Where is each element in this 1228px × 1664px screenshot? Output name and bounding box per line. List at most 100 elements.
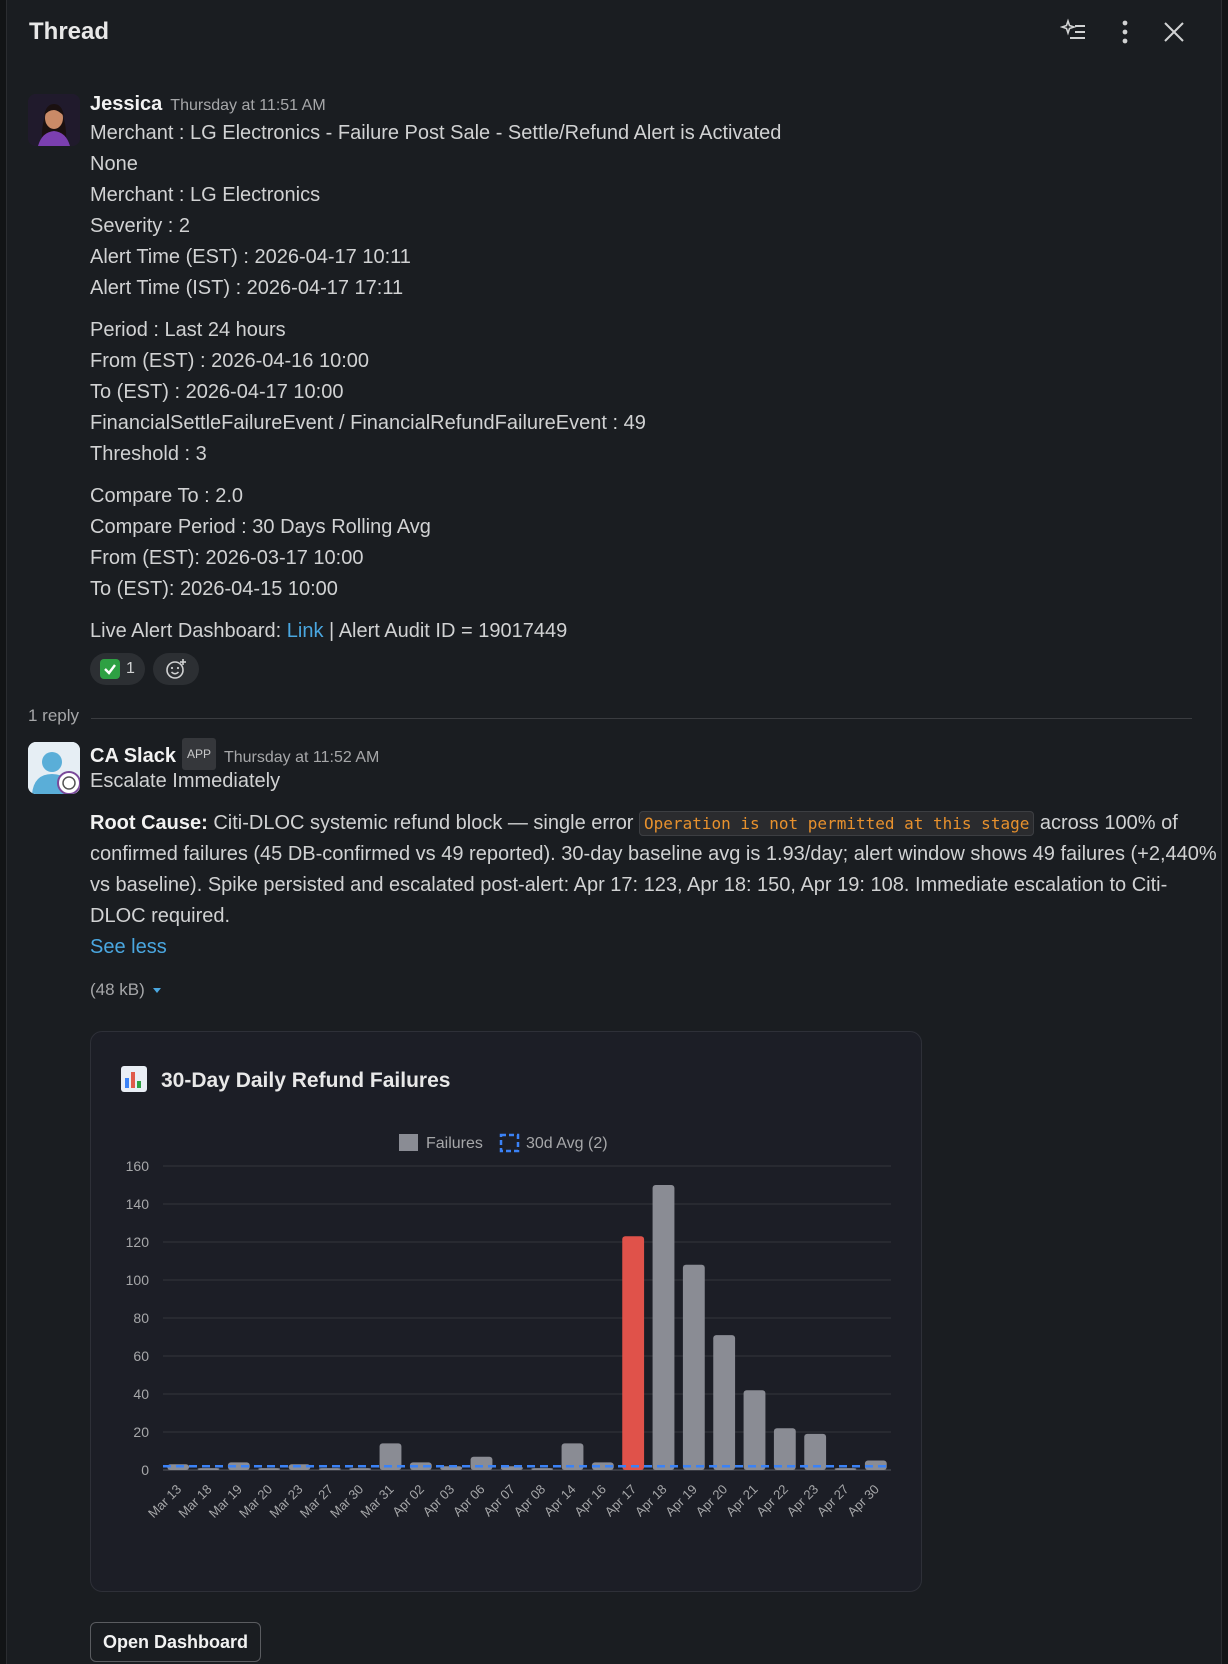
- add-reaction-button[interactable]: [152, 653, 199, 685]
- x-tick-label: Apr 07: [480, 1482, 518, 1520]
- y-tick-label: 40: [133, 1386, 149, 1402]
- x-tick-label: Apr 22: [753, 1482, 791, 1520]
- bar: [773, 1428, 796, 1470]
- bar-chart-icon: [121, 1066, 147, 1092]
- bar: [470, 1456, 493, 1470]
- close-icon: [1164, 22, 1184, 42]
- avatar-ca-slack[interactable]: [28, 742, 80, 794]
- alert-line: Merchant : LG Electronics - Failure Post…: [90, 122, 782, 144]
- x-tick-label: Mar 18: [175, 1482, 214, 1521]
- alert-line: None: [90, 153, 138, 175]
- legend-label-avg: 30d Avg (2): [526, 1135, 608, 1152]
- more-actions-button[interactable]: [1107, 14, 1143, 50]
- dashboard-prefix: Live Alert Dashboard:: [90, 620, 287, 642]
- x-tick-label: Apr 06: [450, 1482, 488, 1520]
- x-tick-label: Apr 19: [662, 1482, 700, 1520]
- y-tick-label: 140: [126, 1196, 150, 1212]
- chart-legend: Failures 30d Avg (2): [399, 1133, 608, 1153]
- reaction-count: 1: [126, 660, 135, 677]
- x-tick-label: Apr 02: [389, 1482, 427, 1520]
- root-cause-text: across 100% of confirmed failures (45 DB…: [90, 812, 1217, 927]
- x-tick-label: Mar 20: [236, 1482, 275, 1521]
- bar: [379, 1443, 402, 1470]
- x-tick-label: Mar 31: [357, 1482, 396, 1521]
- x-tick-label: Apr 20: [693, 1482, 731, 1520]
- author-name[interactable]: CA Slack: [90, 745, 176, 767]
- compare-line: Compare To : 2.0: [90, 485, 244, 507]
- x-tick-label: Apr 27: [814, 1482, 852, 1520]
- y-tick-label: 0: [141, 1462, 149, 1478]
- root-cause-label: Root Cause:: [90, 812, 208, 834]
- root-cause-paragraph: Root Cause: Citi-DLOC systemic refund bl…: [90, 808, 1220, 932]
- error-code-snippet: Operation is not permitted at this stage: [639, 811, 1035, 836]
- dashboard-line: Live Alert Dashboard: Link | Alert Audit…: [90, 616, 1188, 647]
- bar: [531, 1468, 554, 1470]
- reaction-check[interactable]: 1: [90, 653, 145, 685]
- bar: [318, 1468, 341, 1470]
- bar: [349, 1468, 372, 1470]
- x-tick-label: Apr 23: [784, 1482, 822, 1520]
- x-tick-label: Mar 23: [266, 1482, 305, 1521]
- y-tick-label: 80: [133, 1310, 149, 1326]
- bar: [227, 1462, 250, 1470]
- bar: [591, 1462, 614, 1470]
- refund-failures-chart: 30-Day Daily Refund Failures Failures 30…: [121, 1066, 891, 1521]
- see-less-link[interactable]: See less: [90, 936, 167, 958]
- x-tick-label: Apr 17: [602, 1482, 640, 1520]
- bar: [258, 1468, 281, 1470]
- compare-line: To (EST): 2026-04-15 10:00: [90, 578, 338, 600]
- message-timestamp[interactable]: Thursday at 11:51 AM: [170, 97, 326, 114]
- avatar-jessica[interactable]: [28, 94, 80, 146]
- x-tick-label: Mar 27: [297, 1482, 336, 1521]
- bar: [864, 1460, 887, 1470]
- author-name[interactable]: Jessica: [90, 93, 163, 115]
- caret-down-icon[interactable]: [151, 984, 163, 996]
- alert-line: Alert Time (EST) : 2026-04-17 10:11: [90, 246, 411, 268]
- legend-label-failures: Failures: [426, 1135, 483, 1152]
- thread-title: Thread: [29, 18, 110, 45]
- y-tick-label: 160: [126, 1158, 150, 1174]
- period-line: Threshold : 3: [90, 443, 207, 465]
- escalation-headline: Escalate Immediately: [90, 770, 281, 792]
- alert-audit-id: | Alert Audit ID = 19017449: [323, 620, 568, 642]
- legend-swatch-failures: [399, 1134, 418, 1151]
- y-tick-label: 60: [133, 1348, 149, 1364]
- x-tick-label: Apr 03: [420, 1482, 458, 1520]
- alert-line: Merchant : LG Electronics: [90, 184, 321, 206]
- chart-title: 30-Day Daily Refund Failures: [121, 1066, 450, 1092]
- x-tick-label: Mar 19: [206, 1482, 245, 1521]
- dashboard-link[interactable]: Link: [286, 620, 324, 642]
- alert-line: Severity : 2: [90, 215, 191, 237]
- compare-line: Compare Period : 30 Days Rolling Avg: [90, 516, 431, 538]
- x-tick-label: Apr 14: [541, 1482, 579, 1520]
- reply-count: 1 reply: [28, 706, 92, 726]
- period-line: FinancialSettleFailureEvent / FinancialR…: [90, 412, 646, 434]
- sparkle-list-icon: [1060, 18, 1085, 39]
- y-tick-label: 120: [126, 1234, 150, 1250]
- bar: [622, 1236, 645, 1470]
- bar: [197, 1468, 220, 1470]
- right-panel-edge: [1221, 0, 1228, 1664]
- bar: [652, 1185, 675, 1470]
- y-tick-label: 20: [133, 1424, 149, 1440]
- add-emoji-icon: [166, 659, 186, 679]
- ai-summary-button[interactable]: [1056, 14, 1092, 50]
- legend-swatch-avg: [499, 1133, 520, 1153]
- message-timestamp[interactable]: Thursday at 11:52 AM: [223, 749, 380, 766]
- app-avatar-icon: [28, 742, 80, 794]
- compare-line: From (EST): 2026-03-17 10:00: [90, 547, 364, 569]
- x-tick-label: Apr 21: [723, 1482, 761, 1520]
- alert-line: Alert Time (IST) : 2026-04-17 17:11: [90, 277, 404, 299]
- open-dashboard-button[interactable]: Open Dashboard: [90, 1622, 262, 1662]
- bar: [682, 1264, 705, 1470]
- user-avatar-icon: [28, 94, 80, 146]
- close-button[interactable]: [1156, 14, 1192, 50]
- x-tick-label: Apr 16: [571, 1482, 609, 1520]
- period-line: Period : Last 24 hours: [90, 319, 286, 341]
- bar: [743, 1390, 766, 1470]
- left-panel-edge: [0, 0, 7, 1664]
- thread-header: Thread: [6, 0, 1222, 66]
- chart-image[interactable]: 30-Day Daily Refund Failures Failures 30…: [90, 1031, 922, 1592]
- x-tick-label: Apr 18: [632, 1482, 670, 1520]
- reply-divider: 1 reply: [28, 706, 1192, 730]
